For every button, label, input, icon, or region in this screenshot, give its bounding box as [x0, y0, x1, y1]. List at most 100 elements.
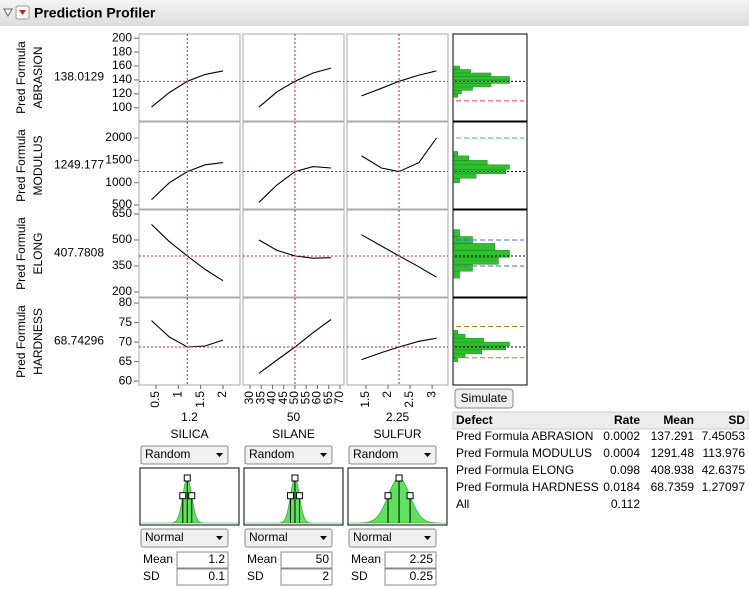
mean-handle[interactable] [396, 475, 402, 481]
response-label: Pred Formula [14, 305, 28, 378]
column-header: Rate [614, 413, 640, 427]
sd-handle[interactable] [287, 493, 293, 499]
factor-value: 2.25 [386, 410, 410, 424]
column-header: SD [728, 413, 745, 427]
table-number: 0.0184 [603, 480, 640, 494]
response-label: HARDNESS [31, 308, 45, 375]
factor-name: SILANE [272, 427, 315, 441]
y-tick-label: 160 [112, 58, 132, 72]
sd-label: SD [247, 569, 264, 583]
defect-name: Pred Formula ELONG [456, 463, 574, 477]
profile-panel [139, 34, 240, 121]
response-label: ELONG [31, 232, 45, 274]
histogram-bar [454, 94, 458, 97]
response-label: MODULUS [31, 135, 45, 195]
factor-value: 1.2 [181, 410, 198, 424]
response-label: Pred Formula [14, 41, 28, 114]
sd-handle[interactable] [296, 493, 302, 499]
table-number: 0.0004 [603, 446, 640, 460]
histogram-bar [454, 80, 510, 83]
sd-value: 0.25 [410, 569, 434, 583]
defect-name: All [456, 497, 469, 511]
sd-value: 0.1 [208, 569, 225, 583]
histogram-bar [454, 69, 471, 72]
factor-value: 50 [287, 410, 301, 424]
y-tick-label: 100 [112, 100, 132, 114]
column-header: Defect [456, 413, 493, 427]
table-number: 408.938 [651, 463, 695, 477]
profile-panel [347, 298, 448, 385]
profile-panel [243, 298, 344, 385]
x-tick-label: 0.5 [148, 391, 162, 408]
response-label: Pred Formula [14, 129, 28, 202]
y-tick-label: 1500 [105, 153, 132, 167]
mean-value: 2.25 [410, 552, 434, 566]
sim-mode-dropdown-text: Random [353, 447, 398, 461]
y-tick-label: 350 [112, 258, 132, 272]
sd-handle[interactable] [180, 493, 186, 499]
histogram-bar [454, 73, 491, 76]
histogram-bar [454, 87, 473, 90]
table-number: 137.291 [651, 429, 695, 443]
sd-handle[interactable] [407, 493, 413, 499]
histogram-bar [454, 76, 510, 79]
sd-handle[interactable] [189, 493, 195, 499]
histogram-bar [454, 174, 476, 178]
mean-label: Mean [143, 552, 173, 566]
y-tick-label: 500 [112, 232, 132, 246]
sd-label: SD [351, 569, 368, 583]
y-tick-label: 70 [119, 334, 133, 348]
profile-panel [139, 298, 240, 385]
y-tick-label: 650 [112, 206, 132, 220]
mean-handle[interactable] [292, 475, 298, 481]
factor-name: SILICA [170, 427, 208, 441]
y-tick-label: 75 [119, 315, 133, 329]
table-number: 0.098 [610, 463, 640, 477]
histogram-bar [454, 334, 465, 338]
histogram-bar [454, 271, 460, 278]
profile-panel [243, 122, 344, 209]
sd-handle[interactable] [385, 493, 391, 499]
sim-mode-dropdown-text: Random [249, 447, 294, 461]
response-value: 138.0129 [54, 70, 104, 84]
histogram-bar [454, 354, 465, 358]
defect-name: Pred Formula MODULUS [456, 446, 592, 460]
distribution-dropdown-text: Normal [249, 530, 288, 544]
y-tick-label: 200 [112, 30, 132, 44]
table-number: 0.112 [611, 497, 640, 511]
response-value: 1249.177 [54, 158, 104, 172]
defect-name: Pred Formula ABRASION [456, 429, 593, 443]
mean-value: 50 [316, 552, 330, 566]
sd-label: SD [143, 569, 160, 583]
x-tick-label: 1.5 [358, 391, 372, 408]
table-number: 1.27097 [702, 480, 746, 494]
mean-handle[interactable] [184, 475, 190, 481]
x-tick-label: 2 [215, 391, 229, 398]
mean-label: Mean [351, 552, 381, 566]
y-tick-label: 80 [119, 295, 133, 309]
x-tick-label: 2.5 [402, 391, 416, 408]
table-number: 113.976 [703, 446, 746, 460]
profile-panel [347, 210, 448, 297]
table-number: 42.6375 [702, 463, 746, 477]
y-tick-label: 65 [119, 354, 133, 368]
sim-mode-dropdown-text: Random [145, 447, 190, 461]
distribution-dropdown-text: Normal [353, 530, 392, 544]
y-tick-label: 120 [112, 86, 132, 100]
response-label: ABRASION [31, 46, 45, 108]
x-tick-label: 2 [380, 391, 394, 398]
table-number: 7.45053 [702, 429, 746, 443]
histogram-bar [454, 160, 487, 164]
profile-panel [347, 34, 448, 121]
response-label: Pred Formula [14, 217, 28, 290]
profile-panel [243, 34, 344, 121]
y-tick-label: 60 [119, 373, 133, 387]
histogram-bar [454, 90, 461, 93]
histogram-bar [454, 243, 495, 250]
profile-panel [139, 210, 240, 297]
histogram-bar [454, 358, 458, 362]
table-header [453, 412, 749, 429]
histogram-bar [454, 350, 482, 354]
defect-name: Pred Formula HARDNESS [456, 480, 599, 494]
title: Prediction Profiler [34, 5, 156, 21]
